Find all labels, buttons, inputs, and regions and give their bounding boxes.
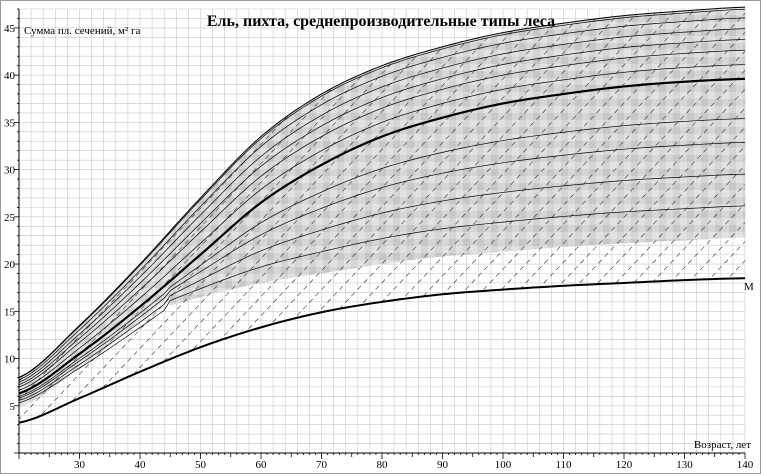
shaded-band (19, 7, 745, 408)
y-tick-label: 30 (4, 165, 16, 177)
shaded-band-main (170, 7, 745, 306)
x-tick-label: 120 (616, 459, 633, 471)
series-upper-envelope (18, 6, 746, 378)
x-tick-label: 40 (135, 459, 147, 471)
y-axis-label: Сумма пл. сечений, м² га (24, 25, 140, 37)
x-tick-label: 130 (676, 459, 693, 471)
family-curve (18, 173, 746, 401)
series-median (18, 77, 746, 395)
y-tick-label: 25 (4, 212, 16, 224)
hatch-line (19, 8, 426, 423)
y-tick-label: 5 (10, 401, 16, 413)
y-tick-label: 15 (4, 306, 16, 318)
x-tick-label: 30 (74, 459, 86, 471)
hatch-line (19, 8, 408, 423)
x-tick-label: 80 (377, 459, 389, 471)
family-curve (18, 39, 746, 385)
x-tick-label: 90 (437, 459, 449, 471)
hatch-line (40, 8, 462, 423)
x-axis-label: Возраст, лет (694, 439, 751, 451)
y-tick-label: 45 (4, 23, 16, 35)
x-tick-label: 110 (555, 459, 572, 471)
family-curve (18, 118, 746, 397)
x-tick-label: 70 (316, 459, 328, 471)
family-curve (18, 64, 746, 391)
family-curve (18, 28, 746, 383)
family-curve (18, 17, 746, 381)
x-tick-label: 50 (195, 459, 207, 471)
x-tick-label: 100 (495, 459, 512, 471)
hatch-line (19, 8, 390, 423)
y-tick-label: 20 (4, 259, 16, 271)
y-tick-label: 35 (4, 117, 16, 129)
family-curve (18, 205, 746, 404)
curve-family (18, 8, 746, 404)
tick-labels: 30 40 50 60 70 80 90 100 110 120 130 140 5 10 15 20 25 30… (4, 8, 754, 471)
family-curve (18, 8, 746, 379)
x-tick-label: 140 (737, 459, 754, 471)
series-label-m: M (744, 281, 754, 293)
y-tick-label: 10 (4, 354, 16, 366)
x-tick-label: 60 (256, 459, 268, 471)
chart-title: Ель, пихта, среднепроизводительные типы … (207, 13, 555, 30)
hatch-line (22, 8, 444, 423)
hatch-line (742, 8, 745, 423)
shaded-band-left (19, 231, 171, 408)
family-curve (18, 49, 746, 388)
series (18, 6, 746, 424)
y-tick-label: 40 (4, 70, 16, 82)
family-curve (18, 142, 746, 399)
series-m (18, 277, 746, 424)
